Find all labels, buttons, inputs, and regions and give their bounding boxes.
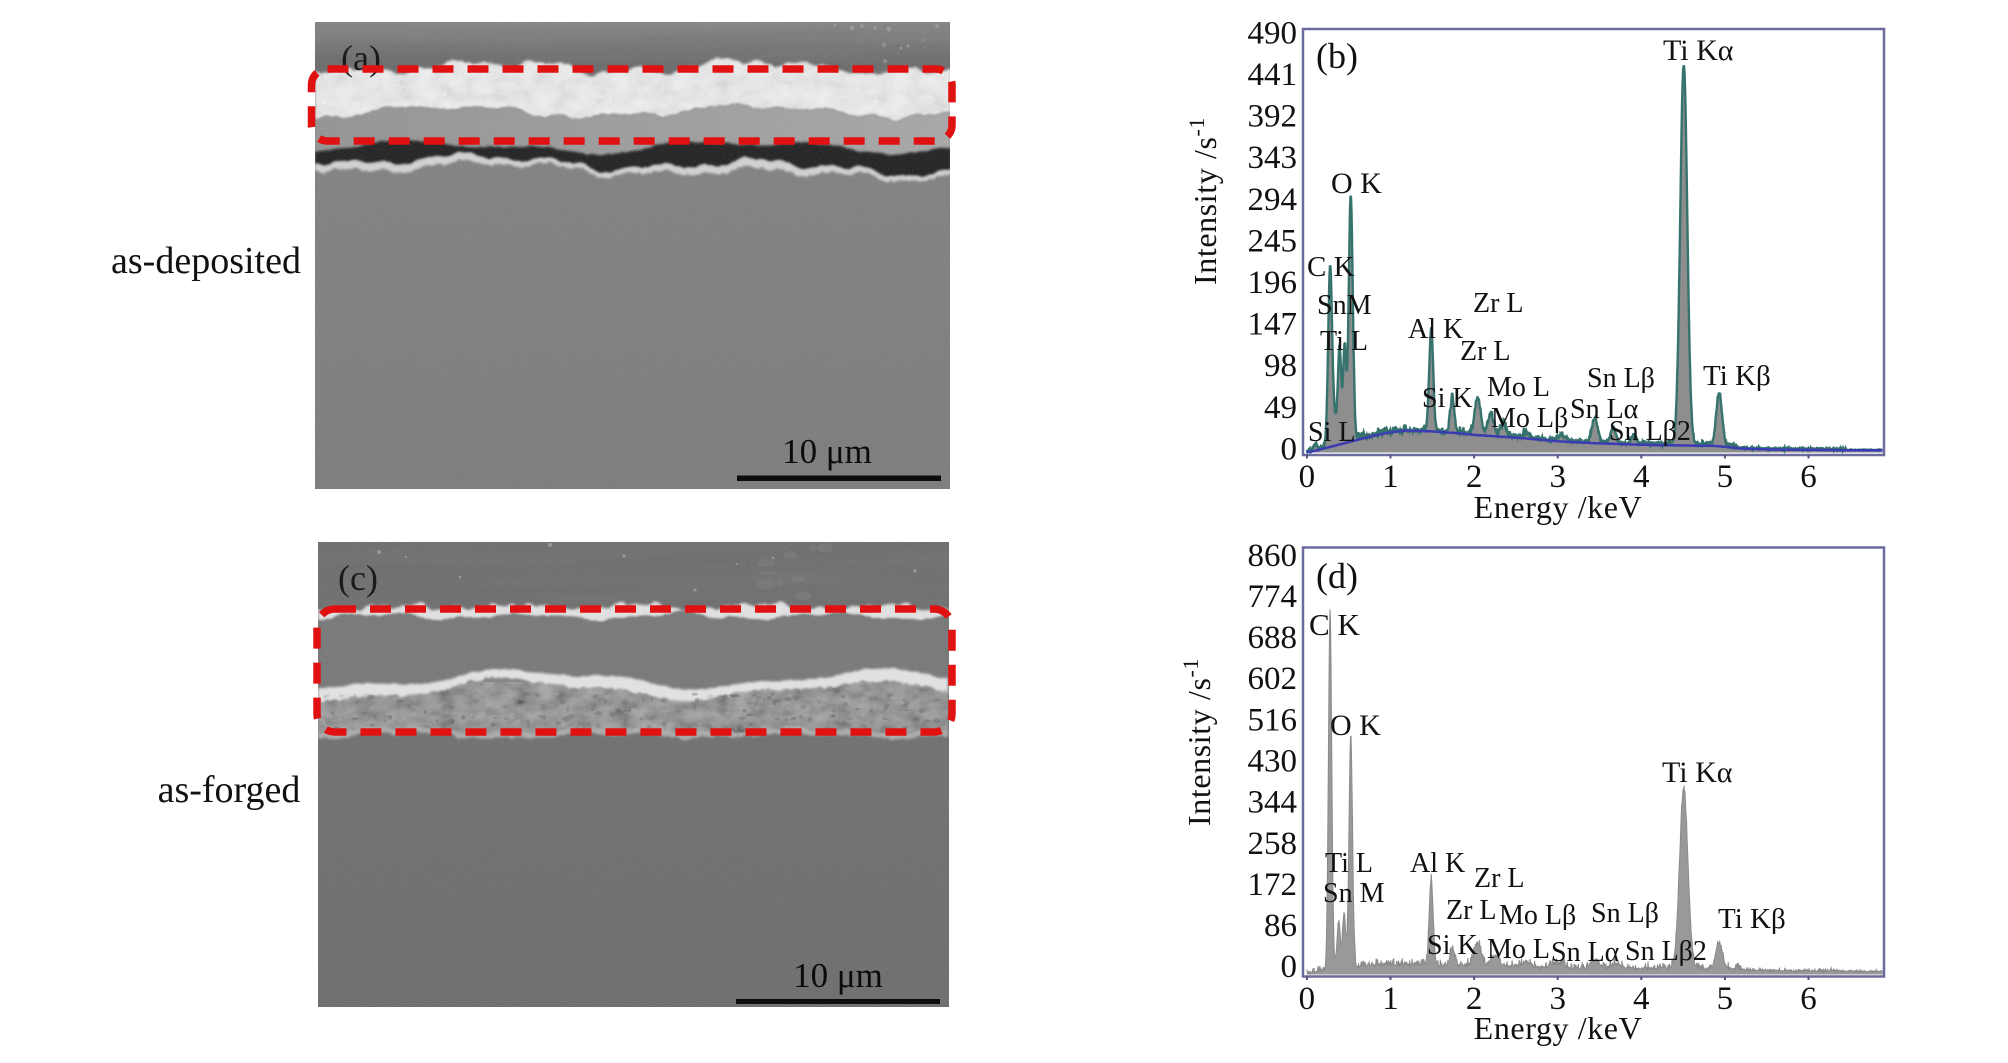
- svg-text:Ti Kβ: Ti Kβ: [1718, 903, 1786, 935]
- svg-text:430: 430: [1248, 744, 1298, 780]
- svg-text:Si L: Si L: [1308, 417, 1355, 448]
- svg-text:Zr L: Zr L: [1474, 863, 1525, 894]
- svg-text:Intensity /s-1: Intensity /s-1: [1178, 658, 1217, 826]
- svg-text:49: 49: [1264, 390, 1297, 426]
- svg-text:Mo L: Mo L: [1487, 372, 1550, 403]
- svg-text:(d): (d): [1316, 556, 1358, 596]
- svg-text:Zr L: Zr L: [1446, 895, 1497, 926]
- svg-text:258: 258: [1248, 826, 1298, 862]
- svg-text:172: 172: [1248, 867, 1298, 903]
- svg-text:196: 196: [1248, 265, 1298, 301]
- svg-text:516: 516: [1248, 702, 1298, 738]
- svg-text:1: 1: [1382, 981, 1399, 1017]
- svg-text:147: 147: [1248, 307, 1298, 343]
- svg-text:490: 490: [1248, 15, 1298, 51]
- svg-text:O K: O K: [1331, 167, 1382, 200]
- svg-text:5: 5: [1717, 981, 1734, 1017]
- svg-text:860: 860: [1248, 538, 1298, 574]
- svg-text:Sn Lα: Sn Lα: [1570, 394, 1639, 425]
- svg-text:0: 0: [1299, 459, 1316, 495]
- svg-text:774: 774: [1248, 579, 1298, 615]
- svg-text:86: 86: [1264, 908, 1297, 944]
- svg-text:Ti L: Ti L: [1325, 848, 1373, 879]
- svg-text:Ti Kβ: Ti Kβ: [1703, 360, 1771, 392]
- svg-text:Mo Lβ: Mo Lβ: [1491, 403, 1568, 434]
- svg-text:Al K: Al K: [1410, 848, 1465, 879]
- svg-text:Ti Kα: Ti Kα: [1663, 34, 1734, 67]
- svg-text:Sn Lβ: Sn Lβ: [1591, 898, 1659, 929]
- svg-text:10 μm: 10 μm: [793, 956, 883, 995]
- svg-text:0: 0: [1299, 981, 1316, 1017]
- svg-text:Si K: Si K: [1422, 383, 1473, 414]
- svg-text:1: 1: [1382, 459, 1399, 495]
- svg-text:2: 2: [1466, 981, 1483, 1017]
- svg-text:C K: C K: [1309, 607, 1360, 642]
- svg-text:441: 441: [1248, 57, 1298, 93]
- svg-text:Sn Lβ: Sn Lβ: [1587, 363, 1655, 394]
- svg-text:Sn Lβ2: Sn Lβ2: [1625, 936, 1707, 967]
- svg-text:Zr L: Zr L: [1460, 336, 1511, 367]
- svg-text:0: 0: [1281, 949, 1298, 985]
- svg-text:(c): (c): [338, 558, 378, 598]
- svg-text:344: 344: [1248, 785, 1298, 821]
- svg-text:as-deposited: as-deposited: [111, 240, 301, 282]
- svg-text:Sn Lβ2: Sn Lβ2: [1609, 416, 1691, 447]
- svg-text:4: 4: [1633, 459, 1650, 495]
- svg-text:3: 3: [1549, 459, 1566, 495]
- svg-text:392: 392: [1248, 99, 1298, 135]
- svg-text:602: 602: [1248, 661, 1298, 697]
- svg-text:SnM: SnM: [1317, 290, 1372, 321]
- svg-text:Al K: Al K: [1408, 314, 1463, 345]
- svg-text:5: 5: [1717, 459, 1734, 495]
- svg-text:Ti Kα: Ti Kα: [1662, 756, 1733, 789]
- svg-text:294: 294: [1248, 182, 1298, 218]
- svg-text:10 μm: 10 μm: [782, 432, 872, 471]
- svg-text:6: 6: [1800, 459, 1817, 495]
- svg-text:343: 343: [1248, 140, 1298, 176]
- svg-text:Mo Lβ: Mo Lβ: [1499, 900, 1576, 931]
- svg-text:Energy /keV: Energy /keV: [1474, 489, 1643, 525]
- svg-text:Ti L: Ti L: [1320, 326, 1368, 357]
- svg-text:O K: O K: [1330, 709, 1381, 742]
- svg-text:245: 245: [1248, 223, 1298, 259]
- svg-text:0: 0: [1281, 431, 1298, 467]
- svg-text:C K: C K: [1307, 251, 1355, 283]
- svg-text:3: 3: [1549, 981, 1566, 1017]
- svg-text:as-forged: as-forged: [158, 769, 301, 811]
- svg-text:Zr L: Zr L: [1473, 288, 1524, 319]
- svg-text:Sn M: Sn M: [1323, 878, 1385, 909]
- svg-text:Energy /keV: Energy /keV: [1474, 1010, 1643, 1046]
- svg-text:688: 688: [1248, 620, 1298, 656]
- svg-text:Intensity /s-1: Intensity /s-1: [1184, 117, 1223, 285]
- svg-text:6: 6: [1800, 981, 1817, 1017]
- svg-text:98: 98: [1264, 348, 1297, 384]
- svg-text:Si K: Si K: [1427, 930, 1478, 961]
- svg-text:Mo L: Mo L: [1487, 934, 1550, 965]
- svg-text:(b): (b): [1316, 36, 1358, 76]
- svg-text:2: 2: [1466, 459, 1483, 495]
- svg-text:Sn Lα: Sn Lα: [1551, 937, 1620, 968]
- svg-text:4: 4: [1633, 981, 1650, 1017]
